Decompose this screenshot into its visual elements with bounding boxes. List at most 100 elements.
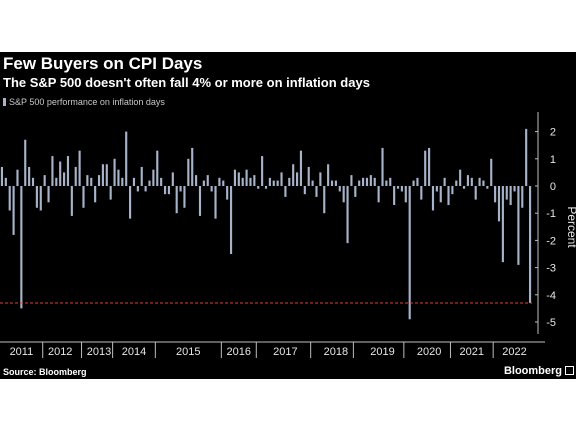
x-tick-label: 2020: [417, 346, 441, 358]
bar: [393, 186, 396, 206]
bar: [319, 172, 322, 186]
bar: [28, 166, 31, 186]
bar: [94, 186, 97, 203]
bar: [121, 177, 124, 186]
bar: [105, 164, 108, 186]
bar: [362, 177, 365, 186]
bar: [280, 172, 283, 186]
legend-swatch: [3, 98, 6, 106]
bar: [12, 186, 15, 235]
bar: [63, 172, 66, 186]
bar: [86, 175, 89, 186]
bar: [113, 158, 116, 186]
bar: [249, 177, 252, 186]
bar: [195, 175, 198, 186]
bar: [365, 177, 369, 186]
bar: [354, 186, 357, 197]
y-tick-label: -1: [546, 208, 556, 220]
y-tick-label: -3: [546, 263, 556, 275]
brand-logo-box: [565, 366, 574, 375]
bar: [136, 186, 139, 192]
bar: [51, 156, 54, 186]
axis-group: [0, 112, 545, 358]
bar: [521, 186, 524, 208]
bar: [385, 180, 388, 186]
bar: [311, 180, 314, 186]
bar: [307, 166, 310, 186]
bar: [381, 147, 384, 186]
bar: [358, 180, 361, 186]
bar: [272, 180, 275, 186]
bar: [156, 150, 159, 186]
bar: [528, 186, 532, 303]
bar: [505, 186, 508, 200]
bar: [478, 177, 481, 186]
bar: [389, 177, 392, 186]
x-tick-label: 2012: [48, 346, 72, 358]
y-ticks-group: -5 -4 -3 -2 -1 0 1 2: [535, 127, 556, 329]
bar: [148, 180, 151, 186]
bar: [276, 180, 279, 186]
bar: [470, 177, 473, 186]
bar: [447, 186, 450, 206]
bar: [179, 186, 182, 192]
bar: [338, 186, 341, 192]
legend: S&P 500 performance on inflation days: [3, 97, 165, 107]
bar: [163, 186, 167, 195]
bar: [39, 186, 42, 211]
bar: [268, 177, 271, 186]
bar: [109, 186, 112, 200]
bar: [292, 164, 295, 186]
bar: [237, 172, 240, 186]
bar: [334, 180, 337, 186]
bar: [439, 186, 442, 203]
bar: [443, 177, 446, 186]
bar: [129, 186, 132, 219]
bar: [43, 175, 46, 186]
bar: [47, 186, 50, 203]
bar: [70, 186, 73, 216]
y-tick-label: 0: [550, 181, 556, 193]
bar: [183, 186, 186, 208]
bar: [431, 186, 435, 211]
bar: [152, 169, 155, 186]
bar: [517, 186, 520, 265]
chart-frame: Few Buyers on CPI Days The S&P 500 doesn…: [0, 52, 576, 379]
bar: [226, 186, 229, 200]
legend-label: S&P 500 performance on inflation days: [9, 97, 165, 107]
bar: [140, 166, 143, 186]
bar: [4, 177, 7, 186]
bar: [435, 186, 438, 192]
y-tick-label: -2: [546, 235, 556, 247]
bar: [101, 164, 104, 186]
y-axis-label: Percent: [565, 206, 576, 248]
bar: [0, 166, 4, 186]
bar: [369, 175, 372, 186]
chart-title: Few Buyers on CPI Days: [3, 54, 203, 73]
bar: [284, 186, 287, 197]
bar: [90, 177, 93, 186]
bar: [288, 177, 291, 186]
bar: [404, 186, 407, 203]
bar: [377, 186, 380, 203]
bar: [206, 175, 209, 186]
bar: [482, 180, 485, 186]
x-tick-label: 2011: [10, 346, 34, 358]
bar: [241, 177, 244, 186]
bar: [462, 186, 466, 189]
y-tick-label: 1: [550, 154, 556, 166]
y-tick-label: -5: [546, 317, 556, 329]
x-tick-label: 2014: [122, 346, 146, 358]
bar: [125, 131, 128, 186]
x-tick-label: 2021: [460, 346, 484, 358]
bar: [509, 186, 512, 206]
bar: [245, 169, 248, 186]
y-tick-label: -4: [546, 290, 556, 302]
bar: [486, 186, 489, 189]
bar: [117, 169, 120, 186]
bar: [175, 186, 178, 214]
bar: [490, 158, 493, 186]
bar: [428, 147, 431, 186]
bar: [167, 186, 170, 195]
x-tick-label: 2016: [227, 346, 251, 358]
